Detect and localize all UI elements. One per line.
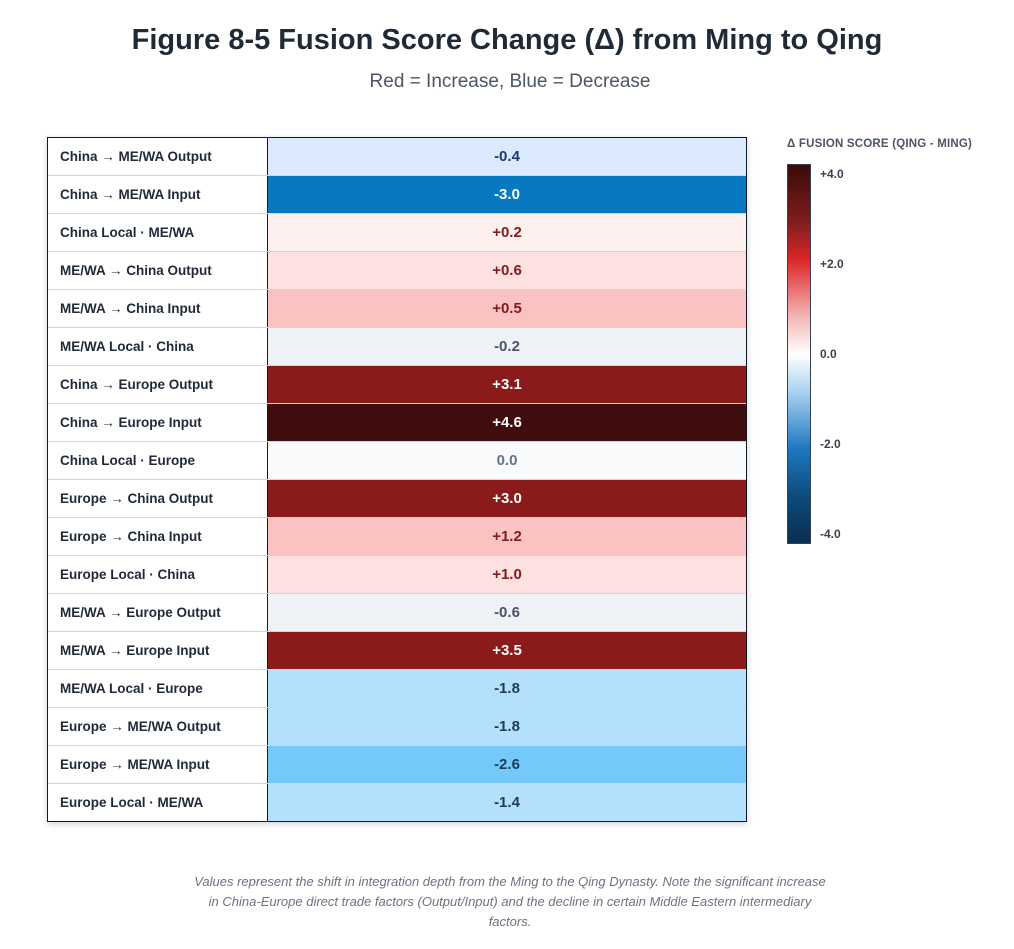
- row-label: ME/WA → Europe Output: [48, 594, 268, 631]
- heatmap-row: Europe → China Input +1.2: [48, 518, 746, 556]
- legend-tick-label: +2.0: [820, 257, 844, 271]
- legend-title: Δ FUSION SCORE (QING - MING): [787, 138, 973, 150]
- heatmap-row: ME/WA Local · China -0.2: [48, 328, 746, 366]
- row-label: Europe Local · China: [48, 556, 268, 593]
- heatmap-cell: +0.2: [268, 214, 746, 251]
- heatmap-cell: +1.2: [268, 518, 746, 555]
- row-label: ME/WA → China Input: [48, 290, 268, 327]
- row-label: China → ME/WA Input: [48, 176, 268, 213]
- heatmap-row: China → Europe Input +4.6: [48, 404, 746, 442]
- legend-tick-label: +4.0: [820, 167, 844, 181]
- row-label: Europe → China Input: [48, 518, 268, 555]
- row-label: ME/WA Local · China: [48, 328, 268, 365]
- heatmap-row: Europe Local · ME/WA -1.4: [48, 784, 746, 821]
- chart-title: Figure 8-5 Fusion Score Change (Δ) from …: [131, 24, 883, 56]
- heatmap-cell: -0.6: [268, 594, 746, 631]
- heatmap-cell: -1.4: [268, 784, 746, 821]
- heatmap-row: ME/WA → Europe Output -0.6: [48, 594, 746, 632]
- heatmap-cell: 0.0: [268, 442, 746, 479]
- chart-subtitle: Red = Increase, Blue = Decrease: [369, 71, 651, 92]
- row-label: Europe → China Output: [48, 480, 268, 517]
- heatmap-cell: -0.2: [268, 328, 746, 365]
- legend-tick-label: -2.0: [820, 437, 841, 451]
- heatmap-row: China → ME/WA Input -3.0: [48, 176, 746, 214]
- color-scale-bar: [787, 164, 811, 544]
- row-label: Europe Local · ME/WA: [48, 784, 268, 821]
- row-label: ME/WA Local · Europe: [48, 670, 268, 707]
- heatmap-row: Europe → China Output +3.0: [48, 480, 746, 518]
- heatmap-row: Europe → ME/WA Input -2.6: [48, 746, 746, 784]
- heatmap-cell: +3.0: [268, 480, 746, 517]
- heatmap-row: China Local · ME/WA +0.2: [48, 214, 746, 252]
- row-label: Europe → ME/WA Output: [48, 708, 268, 745]
- legend-tick-label: -4.0: [820, 527, 841, 541]
- heatmap-row: ME/WA Local · Europe -1.8: [48, 670, 746, 708]
- row-label: China Local · ME/WA: [48, 214, 268, 251]
- row-label: China → Europe Input: [48, 404, 268, 441]
- heatmap-cell: +4.6: [268, 404, 746, 441]
- heatmap-row: ME/WA → Europe Input +3.5: [48, 632, 746, 670]
- heatmap-row: China → Europe Output +3.1: [48, 366, 746, 404]
- heatmap-cell: -3.0: [268, 176, 746, 213]
- heatmap-cell: -1.8: [268, 708, 746, 745]
- heatmap-row: ME/WA → China Output +0.6: [48, 252, 746, 290]
- heatmap-row: ME/WA → China Input +0.5: [48, 290, 746, 328]
- heatmap-row: China → ME/WA Output -0.4: [48, 138, 746, 176]
- heatmap-cell: +3.5: [268, 632, 746, 669]
- row-label: ME/WA → China Output: [48, 252, 268, 289]
- row-label: ME/WA → Europe Input: [48, 632, 268, 669]
- heatmap-cell: +0.5: [268, 290, 746, 327]
- heatmap-cell: -2.6: [268, 746, 746, 783]
- heatmap-table: China → ME/WA Output -0.4 China → ME/WA In…: [47, 137, 747, 822]
- heatmap-row: China Local · Europe 0.0: [48, 442, 746, 480]
- footnote: Values represent the shift in integratio…: [194, 874, 826, 929]
- heatmap-row: Europe Local · China +1.0: [48, 556, 746, 594]
- row-label: Europe → ME/WA Input: [48, 746, 268, 783]
- row-label: China → Europe Output: [48, 366, 268, 403]
- heatmap-cell: +0.6: [268, 252, 746, 289]
- row-label: China → ME/WA Output: [48, 138, 268, 175]
- heatmap-cell: +1.0: [268, 556, 746, 593]
- heatmap-row: Europe → ME/WA Output -1.8: [48, 708, 746, 746]
- heatmap-cell: +3.1: [268, 366, 746, 403]
- heatmap-cell: -1.8: [268, 670, 746, 707]
- legend-tick-label: 0.0: [820, 347, 837, 361]
- row-label: China Local · Europe: [48, 442, 268, 479]
- heatmap-cell: -0.4: [268, 138, 746, 175]
